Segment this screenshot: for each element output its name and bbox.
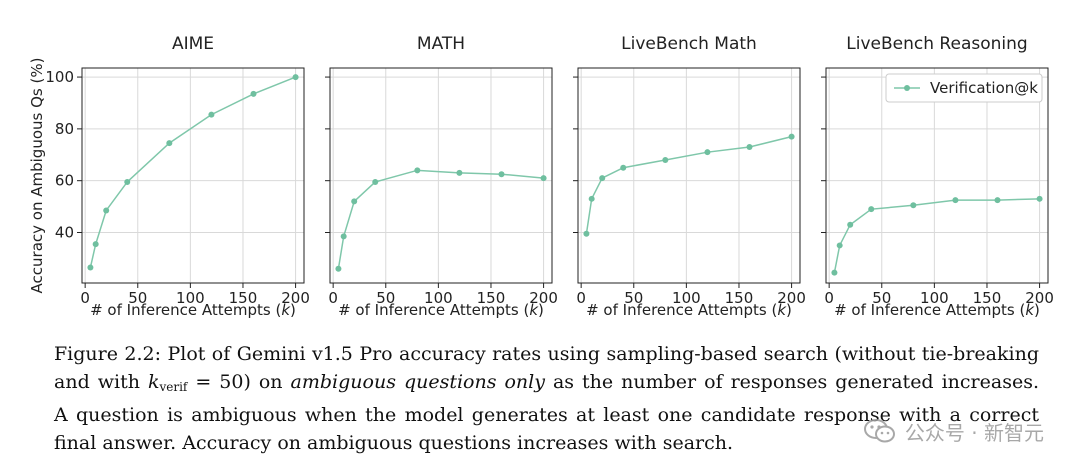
y-tick-label: 60 xyxy=(55,172,74,190)
data-point xyxy=(540,175,547,182)
legend-label: Verification@k xyxy=(930,79,1038,97)
k-symbol: k xyxy=(147,371,160,393)
x-tick-label: 50 xyxy=(376,289,395,307)
data-point xyxy=(588,195,595,202)
data-point xyxy=(583,230,590,237)
chart-title: MATH xyxy=(417,34,465,54)
caption-line-2: and with kverif = 50) on ambiguous quest… xyxy=(54,368,1039,401)
y-tick-label: 40 xyxy=(55,223,74,241)
x-tick-label: 200 xyxy=(1025,289,1054,307)
x-tick-label: 150 xyxy=(725,289,754,307)
data-point xyxy=(456,169,463,176)
series-line xyxy=(89,76,296,268)
figure: 0 50 100 150 200 40 60 80 100 AIME # of Inference … xyxy=(28,34,1054,319)
caption-text-2b: = 50) on xyxy=(187,371,291,393)
data-point xyxy=(124,178,131,185)
chart-panel-1: 0 50 100 150 200 40 60 80 100 AIME # of Inference … xyxy=(28,34,310,319)
watermark: 公众号 · 新智元 xyxy=(863,416,1044,446)
x-tick-label: 0 xyxy=(824,289,834,307)
x-tick-label: 50 xyxy=(872,289,891,307)
y-tick-label: 100 xyxy=(45,68,74,86)
data-point xyxy=(335,265,342,272)
data-point xyxy=(208,111,215,118)
k-subscript: verif xyxy=(159,380,188,394)
x-tick-label: 50 xyxy=(128,289,147,307)
data-point xyxy=(250,90,257,97)
x-tick-label: 0 xyxy=(576,289,586,307)
figure-caption: Figure 2.2: Plot of Gemini v1.5 Pro accu… xyxy=(54,340,1039,457)
y-axis-label: Accuracy on Ambiguous Qs (%) xyxy=(28,58,46,294)
data-point xyxy=(620,164,627,171)
x-axis-label: # of Inference Attempts (k) xyxy=(338,301,544,319)
caption-italic: ambiguous questions only xyxy=(290,371,545,393)
data-point xyxy=(836,242,843,249)
chart-panel-3: 0 50 100 150 200 LiveBench Math # of Inference… xyxy=(573,34,806,319)
data-point xyxy=(414,167,421,174)
x-tick-label: 100 xyxy=(424,289,453,307)
chart-title: LiveBench Math xyxy=(621,34,757,54)
caption-line-4: final answer. Accuracy on ambiguous ques… xyxy=(54,432,734,454)
x-axis-label: # of Inference Attempts (k) xyxy=(90,301,296,319)
data-point xyxy=(340,233,347,240)
data-point xyxy=(372,178,379,185)
x-tick-label: 200 xyxy=(777,289,806,307)
data-point xyxy=(87,264,94,271)
plot-frame xyxy=(329,67,553,284)
data-point xyxy=(599,175,606,182)
data-point xyxy=(498,171,505,178)
legend-box xyxy=(885,73,1043,103)
x-tick-label: 50 xyxy=(624,289,643,307)
series-line xyxy=(833,198,1040,273)
data-point xyxy=(847,221,854,228)
caption-label: Figure 2.2: xyxy=(54,343,162,365)
data-point xyxy=(103,207,110,214)
chart-panel-4: 0 50 100 150 200 LiveBench Reasoning # of Infe… xyxy=(821,34,1054,319)
data-point xyxy=(994,197,1001,204)
series-line xyxy=(337,169,544,269)
plot-frame xyxy=(825,67,1049,284)
plot-frame xyxy=(81,67,305,284)
caption-text-2c: as the number of responses generated inc… xyxy=(544,371,1039,393)
chart-title: AIME xyxy=(172,34,214,54)
plot-frame xyxy=(577,67,801,284)
data-point xyxy=(831,269,838,276)
data-point xyxy=(952,197,959,204)
data-point xyxy=(704,149,711,156)
x-tick-label: 150 xyxy=(973,289,1002,307)
series-line xyxy=(585,135,792,234)
data-point xyxy=(351,198,358,205)
caption-line-1: Figure 2.2: Plot of Gemini v1.5 Pro accu… xyxy=(54,340,1039,368)
data-point xyxy=(788,133,795,140)
chart-title: LiveBench Reasoning xyxy=(846,34,1027,54)
data-point xyxy=(746,144,753,151)
x-tick-label: 0 xyxy=(328,289,338,307)
x-axis-label: # of Inference Attempts (k) xyxy=(834,301,1040,319)
data-point xyxy=(92,241,99,248)
legend-marker xyxy=(904,85,910,91)
x-tick-label: 200 xyxy=(281,289,310,307)
caption-text-2a: and with xyxy=(54,371,148,393)
data-point xyxy=(910,202,917,209)
data-point xyxy=(166,140,173,147)
y-tick-label: 80 xyxy=(55,120,74,138)
x-tick-label: 0 xyxy=(80,289,90,307)
caption-line-3: A question is ambiguous when the model g… xyxy=(54,404,1039,426)
chart-panel-2: 0 50 100 150 200 MATH # of Inference Attempts … xyxy=(325,34,558,319)
x-tick-label: 150 xyxy=(477,289,506,307)
data-point xyxy=(662,156,669,163)
x-tick-label: 200 xyxy=(529,289,558,307)
data-point xyxy=(1036,195,1043,202)
x-tick-label: 100 xyxy=(672,289,701,307)
x-axis-label: # of Inference Attempts (k) xyxy=(586,301,792,319)
x-tick-label: 100 xyxy=(176,289,205,307)
x-tick-label: 150 xyxy=(229,289,258,307)
wechat-icon xyxy=(863,419,895,443)
data-point xyxy=(868,206,875,213)
watermark-text: 公众号 · 新智元 xyxy=(904,420,1044,445)
legend: Verification@k xyxy=(885,73,1043,103)
x-tick-label: 100 xyxy=(920,289,949,307)
data-point xyxy=(292,74,299,81)
caption-text-1: Plot of Gemini v1.5 Pro accuracy rates u… xyxy=(167,343,1039,365)
